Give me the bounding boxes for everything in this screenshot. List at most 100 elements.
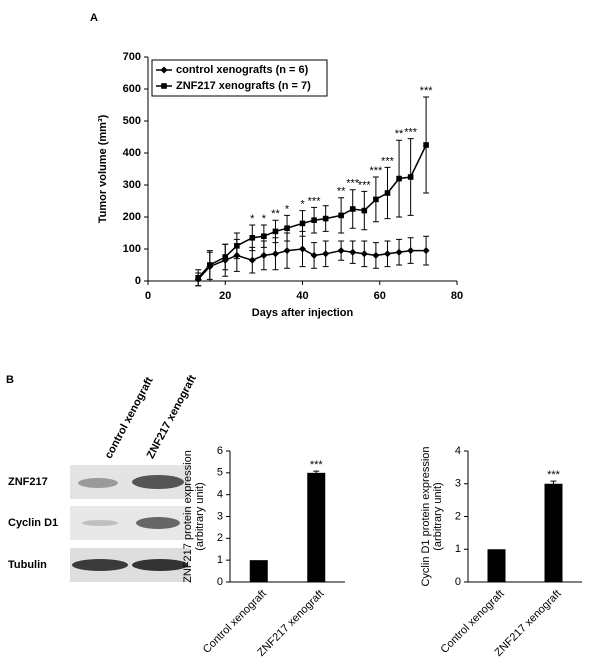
y-axis-label: (arbitrary unit) (432, 482, 444, 550)
significance: ** (337, 186, 346, 198)
axis (467, 451, 582, 583)
y-tick-label: 4 (455, 445, 461, 457)
marker (311, 217, 317, 223)
row-label: Cyclin D1 (8, 517, 58, 529)
marker (422, 247, 430, 255)
legend-label: control xenografts (n = 6) (176, 64, 309, 76)
y-tick-label: 6 (217, 445, 223, 457)
marker (272, 228, 279, 235)
y-tick-label: 3 (217, 510, 223, 522)
marker (271, 250, 279, 258)
marker (361, 207, 368, 214)
y-tick-label: 400 (123, 147, 141, 159)
y-tick-label: 1 (217, 554, 223, 566)
bar (544, 483, 563, 582)
significance: ** (395, 128, 404, 140)
bar (249, 560, 268, 582)
legend-marker (160, 66, 168, 74)
marker (395, 248, 403, 256)
y-axis-label: Cyclin D1 protein expression (420, 446, 432, 586)
marker (260, 251, 268, 259)
significance: *** (369, 165, 383, 177)
marker (195, 275, 202, 281)
significance: *** (310, 459, 324, 471)
x-tick-label: 20 (219, 290, 231, 302)
marker (383, 250, 391, 258)
y-tick-label: 4 (217, 489, 223, 501)
y-tick-label: 0 (455, 576, 461, 588)
y-tick-label: 3 (455, 478, 461, 490)
marker (396, 175, 402, 182)
y-tick-label: 500 (123, 115, 141, 127)
marker (372, 251, 380, 259)
significance: *** (547, 469, 561, 481)
marker (349, 206, 356, 212)
legend-box (151, 59, 328, 97)
band (132, 559, 188, 571)
row-label: Tubulin (8, 559, 47, 571)
axis (229, 451, 345, 583)
significance: *** (420, 85, 434, 97)
marker (248, 256, 256, 264)
western-blot (70, 465, 190, 582)
significance: * (285, 203, 290, 215)
significance: * (262, 213, 267, 225)
x-tick-label: 40 (296, 290, 308, 302)
marker (222, 254, 229, 260)
marker (338, 212, 344, 219)
y-tick-label: 700 (123, 51, 141, 63)
marker (373, 196, 379, 203)
band (78, 478, 118, 488)
panel-label: B (6, 374, 14, 386)
bar (487, 549, 506, 582)
y-axis-label: (arbitrary unit) (194, 482, 206, 550)
y-tick-label: 5 (217, 467, 223, 479)
band (132, 475, 184, 489)
y-axis-label: ZNF217 protein expression (182, 450, 194, 583)
error-bar (313, 470, 320, 476)
significance: *** (346, 178, 360, 190)
y-tick-label: 100 (123, 243, 141, 255)
marker (207, 262, 213, 268)
significance: *** (308, 195, 322, 207)
marker (322, 250, 330, 258)
band (136, 517, 180, 529)
error-bar (550, 480, 557, 487)
marker (322, 215, 329, 222)
marker (349, 248, 357, 256)
x-tick-label: 0 (145, 290, 151, 302)
marker (284, 225, 290, 231)
y-tick-label: 0 (135, 275, 141, 287)
y-tick-label: 600 (123, 83, 141, 95)
marker (310, 251, 318, 259)
significance: * (300, 199, 305, 211)
marker (261, 233, 267, 239)
legend-marker (161, 83, 167, 89)
legend-label: ZNF217 xenografts (n = 7) (176, 80, 311, 92)
marker (384, 190, 391, 196)
significance: *** (358, 179, 372, 191)
band (72, 559, 128, 571)
marker (249, 235, 256, 241)
marker (423, 142, 429, 148)
band (82, 520, 118, 526)
row-label: ZNF217 (8, 476, 48, 488)
y-tick-label: 300 (123, 179, 141, 191)
y-axis-label: Tumor volume (mm³) (97, 114, 109, 223)
significance: ** (271, 208, 280, 220)
x-tick-label: 80 (451, 290, 463, 302)
y-tick-label: 2 (217, 532, 223, 544)
y-tick-label: 0 (217, 576, 223, 588)
y-tick-label: 200 (123, 211, 141, 223)
panel-label: A (90, 12, 98, 24)
series-line (197, 248, 427, 280)
marker (299, 245, 306, 253)
marker (360, 250, 368, 258)
y-tick-label: 2 (455, 510, 461, 522)
significance: *** (404, 127, 418, 139)
marker (299, 220, 306, 227)
y-tick-label: 1 (455, 543, 461, 555)
x-axis-label: Days after injection (252, 307, 354, 319)
x-tick-label: 60 (374, 290, 386, 302)
significance: * (250, 213, 255, 225)
